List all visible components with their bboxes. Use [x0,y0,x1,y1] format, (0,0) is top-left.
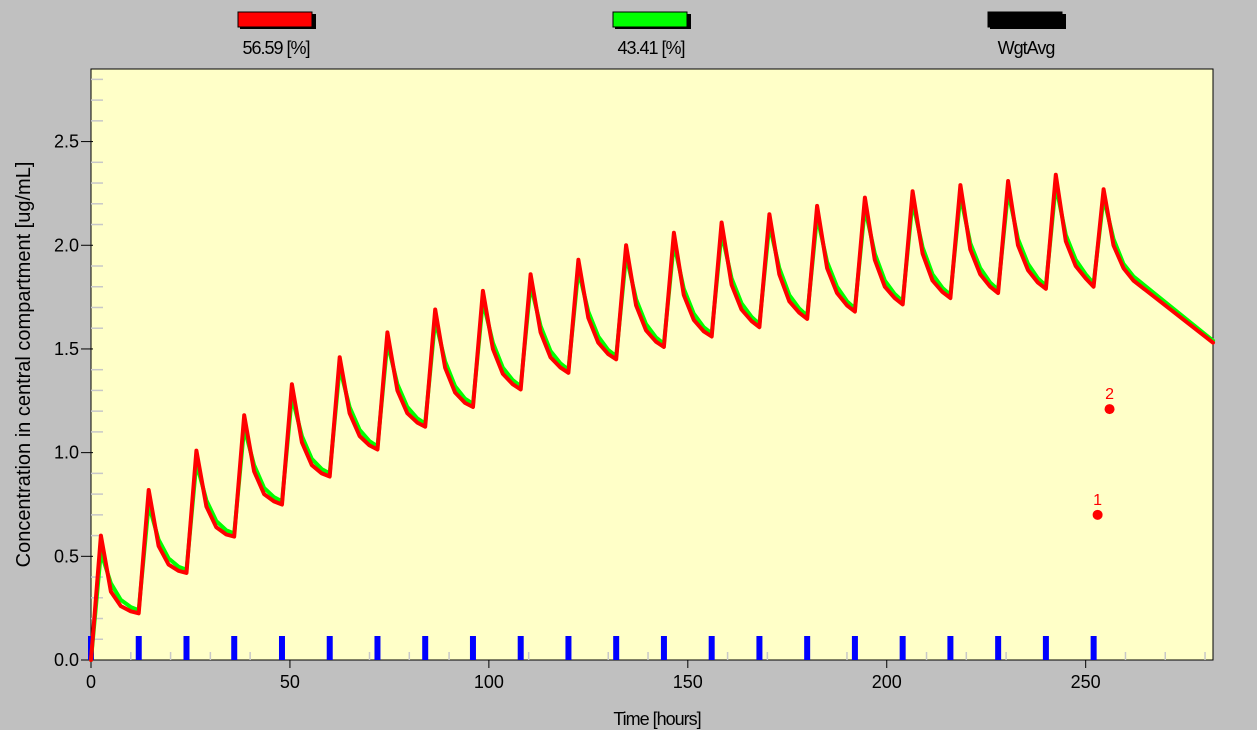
dose-marker [469,636,476,660]
x-tick-label: 50 [280,672,300,692]
y-axis-label: Concentration in central compartment [ug… [13,162,35,568]
dose-marker [1042,636,1049,660]
dose-marker [326,636,333,660]
legend-label: 56.59 [%] [242,38,309,58]
observations: 12 [1092,386,1115,520]
y-tick-label: 2.5 [54,132,79,152]
dose-marker [947,636,954,660]
legend-label: WgtAvg [998,38,1055,58]
dose-marker [899,636,906,660]
dose-marker [565,636,572,660]
plot-area [90,68,1214,661]
y-tick-label: 2.0 [54,235,79,255]
x-tick-label: 0 [86,672,96,692]
y-tick-label: 0.0 [54,650,79,670]
dose-marker [422,636,429,660]
y-tick-label: 1.0 [54,443,79,463]
x-tick-label: 150 [673,672,703,692]
series-lines [89,172,1215,662]
dose-marker [1090,636,1097,660]
minor-ticks [91,78,1206,660]
x-tick-label: 100 [474,672,504,692]
dose-marker [804,636,811,660]
series-line [89,172,1215,662]
dose-marker [708,636,715,660]
major-ticks: 0 50 100 150 200 250 0.0 0.5 1.0 1.5 2.0 2.5 [54,132,1101,692]
dose-marker [231,636,238,660]
observation-label: 2 [1105,386,1114,403]
dose-marker [183,636,190,660]
legend-swatch [612,11,688,28]
observation-point [1104,404,1115,415]
dose-marker [756,636,763,660]
dose-marker [517,636,524,660]
legend-swatch [987,11,1063,28]
observation-label: 1 [1093,492,1102,509]
y-tick-label: 0.5 [54,546,79,566]
legend-swatch [237,11,313,28]
dose-marker [278,636,285,660]
dose-marker [995,636,1002,660]
legend: 56.59 [%] 43.41 [%] WgtAvg [237,11,1066,58]
dose-marker [660,636,667,660]
x-tick-label: 200 [872,672,902,692]
dose-marker [613,636,620,660]
y-tick-label: 1.5 [54,339,79,359]
dose-marker [135,636,142,660]
x-tick-label: 250 [1071,672,1101,692]
legend-label: 43.41 [%] [617,38,684,58]
observation-point [1092,509,1103,520]
x-axis-label: Time [hours] [613,709,700,729]
dose-marker [374,636,381,660]
dose-marker [851,636,858,660]
